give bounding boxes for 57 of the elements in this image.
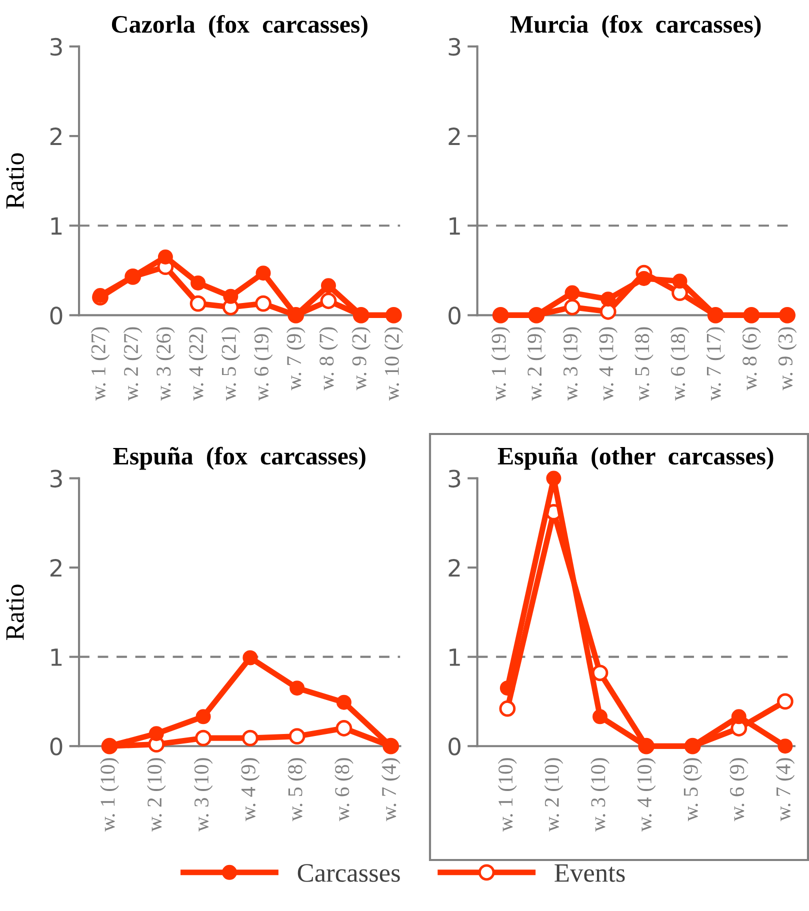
x-tick-label: w. 3 (10) [590,758,610,832]
x-tick-label: w. 3 (26) [156,327,175,401]
x-tick-label: w. 1 (10) [100,758,119,832]
y-tick-label: 2 [448,127,460,146]
x-tick-label: w. 4 (19) [598,327,618,401]
chart-title: Espuña (fox carcasses) [113,446,366,470]
x-tick-label: w. 5 (21) [221,327,240,401]
x-tick-label: w. 2 (10) [544,758,564,832]
y-tick-label: 2 [50,559,62,577]
legend-label: Events [554,864,625,882]
y-tick-label: 0 [50,738,62,756]
x-tick-label: w. 7 (9) [286,327,306,390]
chart-title: Cazorla (fox carcasses) [112,14,368,38]
x-tick-label: w. 6 (8) [334,758,354,822]
x-tick-label: w. 7 (4) [381,758,400,822]
y-axis-title: Ratio [6,153,24,209]
x-tick-label: w. 7 (4) [776,758,795,822]
x-tick-label: w. 8 (7) [319,327,338,390]
x-tick-label: w. 4 (9) [240,758,260,822]
y-tick-label: 3 [50,38,62,56]
x-tick-label: w. 5 (8) [288,758,307,822]
x-tick-label: w. 5 (18) [634,327,654,401]
x-tick-label: w. 1 (10) [498,758,517,832]
x-tick-label: w. 10 (2) [384,327,404,401]
x-tick-label: w. 8 (6) [742,327,761,390]
x-tick-label: w. 1 (19) [491,327,510,401]
x-tick-label: w. 6 (9) [729,758,748,822]
y-tick-label: 2 [448,559,460,577]
y-tick-label: 1 [450,648,460,666]
y-tick-label: 0 [50,306,62,325]
x-tick-label: w. 9 (3) [778,327,797,390]
x-tick-label: w. 7 (17) [706,327,726,401]
x-tick-label: w. 2 (27) [123,327,142,401]
y-tick-label: 1 [51,217,62,235]
y-tick-label: 3 [448,470,460,488]
y-tick-label: 3 [50,470,62,488]
y-tick-label: 0 [448,306,460,325]
x-tick-label: w. 4 (10) [636,758,656,832]
y-tick-label: 3 [448,38,460,56]
x-tick-label: w. 2 (10) [146,758,166,832]
y-tick-label: 0 [448,738,460,756]
x-tick-label: w. 6 (19) [254,327,273,401]
x-tick-label: w. 3 (10) [194,758,213,832]
chart-title: Espuña (other carcasses) [498,446,774,470]
chart-title: Murcia (fox carcasses) [510,14,761,38]
x-tick-label: w. 4 (22) [188,327,208,401]
x-tick-label: w. 3 (19) [562,327,582,401]
x-tick-label: w. 9 (2) [352,327,371,390]
y-axis-title: Ratio [6,584,24,640]
x-tick-label: w. 1 (27) [90,327,110,401]
legend-label: Carcasses [298,864,400,882]
y-tick-label: 2 [50,127,62,146]
x-tick-label: w. 2 (19) [526,327,546,401]
x-tick-label: w. 5 (9) [683,758,702,822]
y-tick-label: 1 [450,217,460,235]
x-tick-label: w. 6 (18) [670,327,690,401]
y-tick-label: 1 [51,648,62,666]
